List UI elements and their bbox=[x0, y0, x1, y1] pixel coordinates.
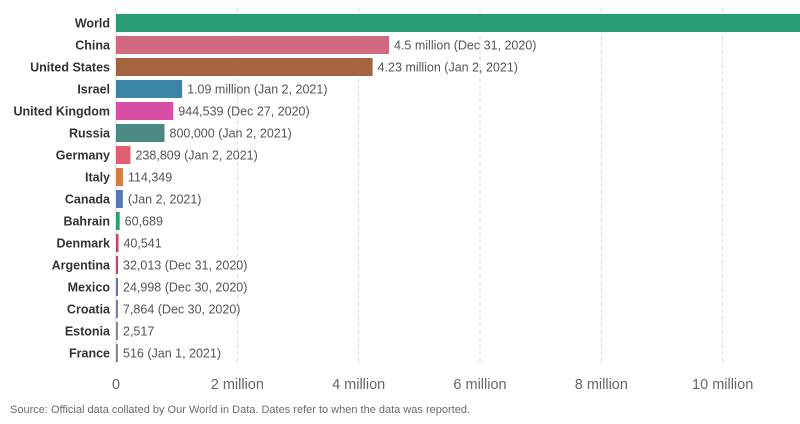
category-label: Italy bbox=[85, 171, 110, 185]
bar bbox=[116, 300, 118, 318]
bar bbox=[116, 278, 118, 296]
bar bbox=[116, 146, 131, 164]
bar bbox=[116, 212, 120, 230]
category-label: Israel bbox=[77, 83, 110, 97]
bar bbox=[116, 58, 373, 76]
category-label: France bbox=[69, 347, 110, 361]
value-label: 238,809 (Jan 2, 2021) bbox=[135, 149, 257, 163]
value-label: 24,998 (Dec 30, 2020) bbox=[123, 281, 247, 295]
value-label: 4.23 million (Jan 2, 2021) bbox=[378, 61, 518, 75]
value-label: 60,689 bbox=[125, 215, 163, 229]
category-label: Estonia bbox=[65, 325, 111, 339]
category-label: China bbox=[75, 39, 111, 53]
value-label: 2,517 bbox=[123, 325, 154, 339]
category-label: Bahrain bbox=[63, 215, 110, 229]
value-label: 32,013 (Dec 31, 2020) bbox=[123, 259, 247, 273]
label-layer: World12.34 millionChina4.5 million (Dec … bbox=[13, 17, 536, 361]
value-label: 800,000 (Jan 2, 2021) bbox=[170, 127, 292, 141]
category-label: Argentina bbox=[52, 259, 111, 273]
value-label: 516 (Jan 1, 2021) bbox=[123, 347, 221, 361]
x-tick-label: 0 bbox=[112, 377, 120, 393]
category-label: Mexico bbox=[68, 281, 111, 295]
bar bbox=[116, 102, 174, 120]
category-label: Denmark bbox=[57, 237, 111, 251]
bar bbox=[116, 14, 800, 32]
bar bbox=[116, 256, 118, 274]
bar bbox=[116, 36, 389, 54]
source-note: Source: Official data collated by Our Wo… bbox=[10, 404, 470, 416]
category-label: United States bbox=[30, 61, 110, 75]
category-label: Russia bbox=[69, 127, 111, 141]
x-tick-label: 4 million bbox=[332, 377, 385, 393]
category-label: World bbox=[75, 17, 110, 31]
bar bbox=[116, 80, 183, 98]
value-label: (Jan 2, 2021) bbox=[128, 193, 202, 207]
value-label: 1.09 million (Jan 2, 2021) bbox=[187, 83, 327, 97]
value-label: 944,539 (Dec 27, 2020) bbox=[178, 105, 309, 119]
x-tick-label: 10 million bbox=[692, 377, 753, 393]
bar bbox=[116, 168, 123, 186]
bar-layer bbox=[116, 14, 800, 362]
x-tick-label: 8 million bbox=[575, 377, 628, 393]
category-label: Germany bbox=[56, 149, 110, 163]
bar bbox=[116, 190, 123, 208]
category-label: Canada bbox=[65, 193, 111, 207]
x-axis-ticks: 0 2 million 4 million 6 million 8 million 10 … bbox=[112, 377, 753, 393]
value-label: 40,541 bbox=[123, 237, 161, 251]
value-label: 114,349 bbox=[128, 171, 172, 185]
x-tick-label: 2 million bbox=[211, 377, 264, 393]
value-label: 4.5 million (Dec 31, 2020) bbox=[394, 39, 536, 53]
category-label: Croatia bbox=[67, 303, 111, 317]
bar bbox=[116, 344, 118, 362]
category-label: United Kingdom bbox=[13, 105, 110, 119]
value-label: 7,864 (Dec 30, 2020) bbox=[123, 303, 240, 317]
x-tick-label: 6 million bbox=[453, 377, 506, 393]
bar bbox=[116, 124, 165, 142]
bar bbox=[116, 234, 119, 252]
bar bbox=[116, 322, 118, 340]
